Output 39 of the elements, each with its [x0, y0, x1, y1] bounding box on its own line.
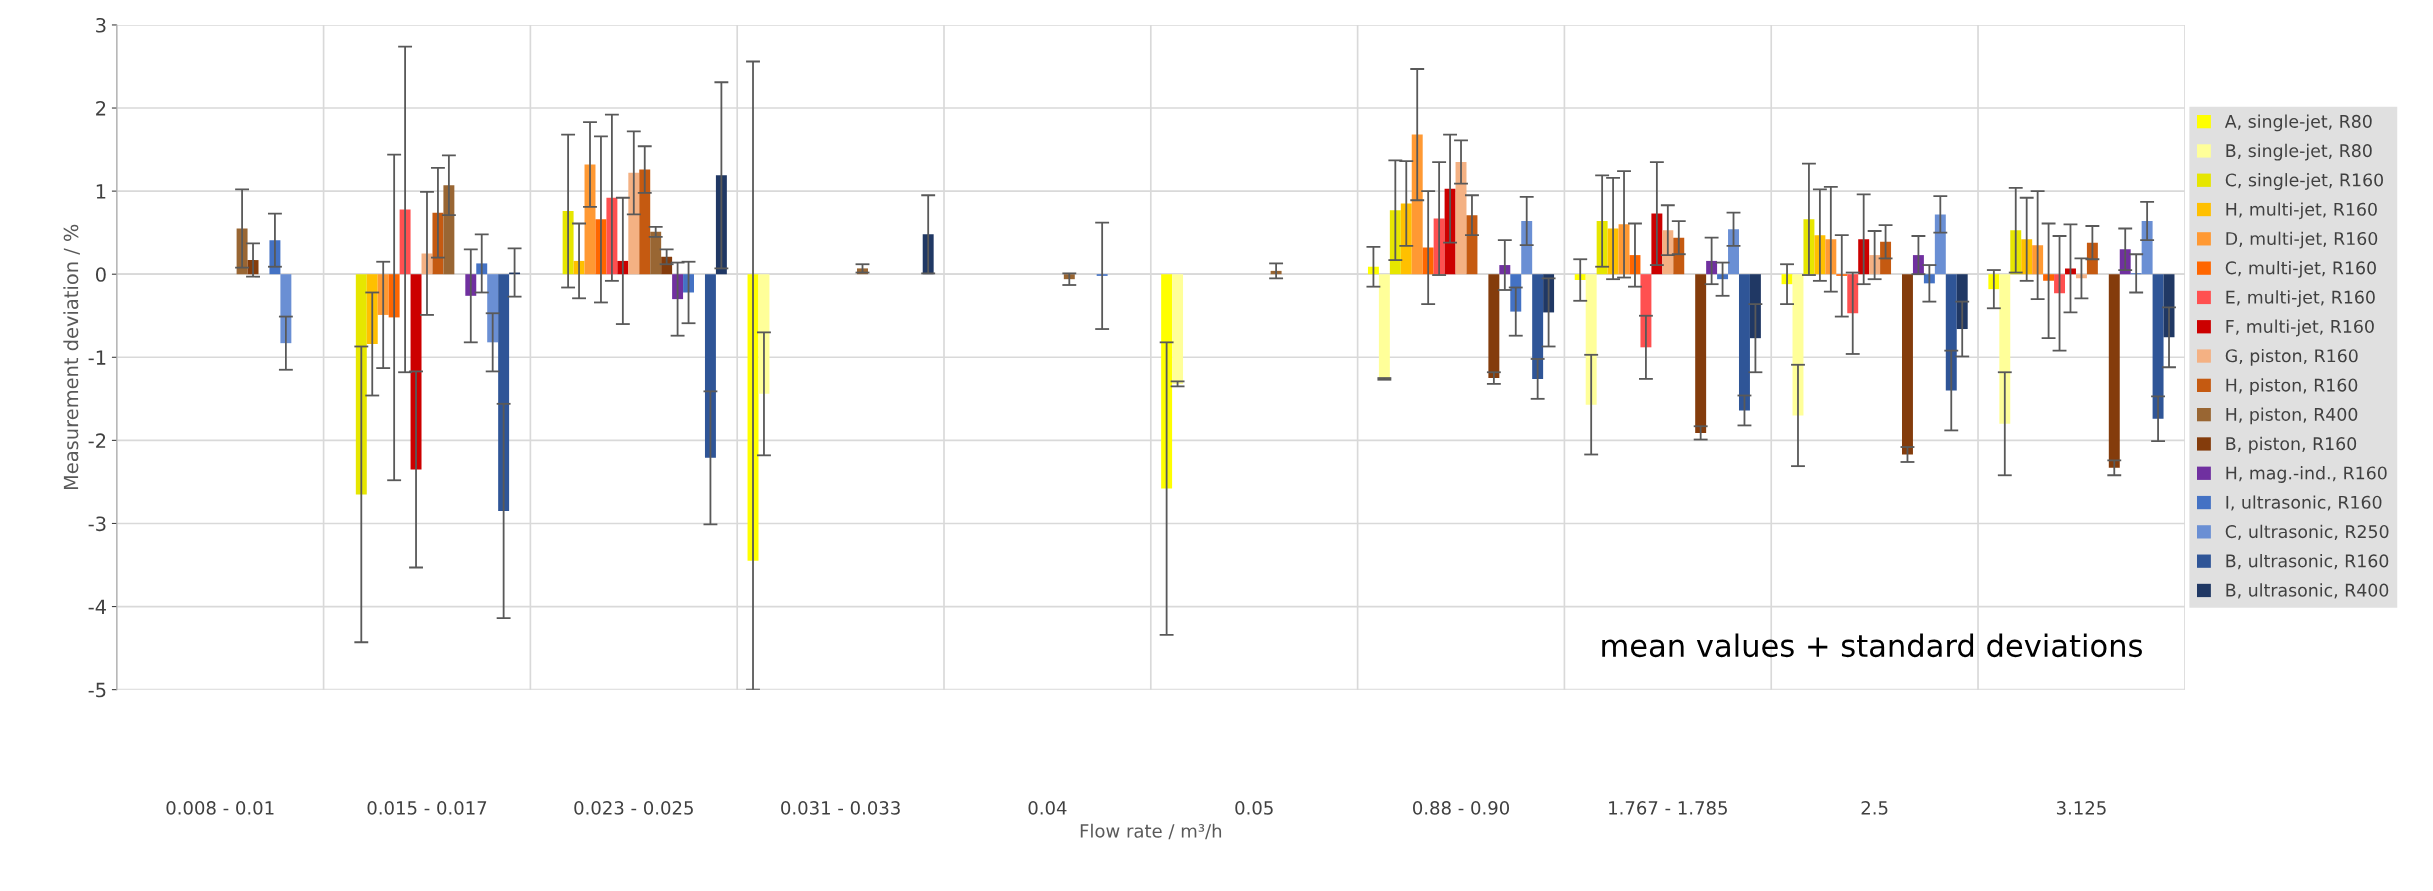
x-tick-label: 0.04 — [1028, 801, 1067, 815]
legend-label: H, piston, R400 — [2226, 407, 2358, 425]
x-tick-label: 0.031 - 0.033 — [781, 801, 900, 815]
x-tick-label: 2.5 — [1861, 801, 1888, 815]
legend-label: B, ultrasonic, R400 — [2226, 583, 2389, 599]
x-tick-label: 0.015 - 0.017 — [367, 801, 487, 815]
y-tick-label: 1 — [96, 184, 106, 199]
y-tick-label: 0 — [95, 267, 106, 282]
y-tick-label: -1 — [88, 350, 106, 365]
x-tick-label: 0.88 - 0.90 — [1413, 801, 1510, 815]
x-tick-label: 3.125 — [2056, 801, 2106, 815]
y-tick-label: 3 — [96, 17, 106, 33]
y-tick-label: -2 — [88, 433, 106, 448]
legend-label: H, mag.-ind., R160 — [2226, 466, 2387, 483]
legend-label: F, multi-jet, R160 — [2226, 319, 2374, 337]
legend-label: E, multi-jet, R160 — [2226, 290, 2375, 308]
y-tick-label: -4 — [88, 599, 106, 614]
x-tick-label: 0.023 - 0.025 — [574, 801, 693, 815]
x-tick-label: 0.05 — [1235, 801, 1273, 815]
legend-label: C, single-jet, R160 — [2225, 173, 2383, 190]
annotation: mean values + standard deviations — [1602, 633, 2142, 658]
legend-label: C, multi-jet, R160 — [2225, 260, 2376, 278]
legend-label: D, multi-jet, R160 — [2226, 231, 2378, 249]
y-tick-label: -3 — [88, 516, 106, 532]
legend-label: C, ultrasonic, R250 — [2225, 524, 2389, 540]
legend-label: B, single-jet, R80 — [2226, 143, 2372, 161]
legend-label: G, piston, R160 — [2225, 348, 2358, 366]
x-tick-label: 1.767 - 1.785 — [1609, 801, 1727, 815]
legend-label: A, single-jet, R80 — [2224, 114, 2372, 132]
legend-label: B, piston, R160 — [2226, 436, 2357, 454]
legend-label: H, multi-jet, R160 — [2226, 202, 2377, 220]
legend-label: H, piston, R160 — [2226, 378, 2358, 395]
x-axis-title: Flow rate / m³/h — [1080, 823, 1222, 840]
y-tick-label: 2 — [96, 100, 106, 116]
legend-label: B, ultrasonic, R160 — [2226, 554, 2389, 570]
y-axis-title: Measurement deviation / % — [63, 224, 80, 490]
y-tick-label: -5 — [88, 682, 106, 698]
x-tick-label: 0.008 - 0.01 — [166, 801, 274, 815]
legend-label: I, ultrasonic, R160 — [2226, 495, 2382, 511]
